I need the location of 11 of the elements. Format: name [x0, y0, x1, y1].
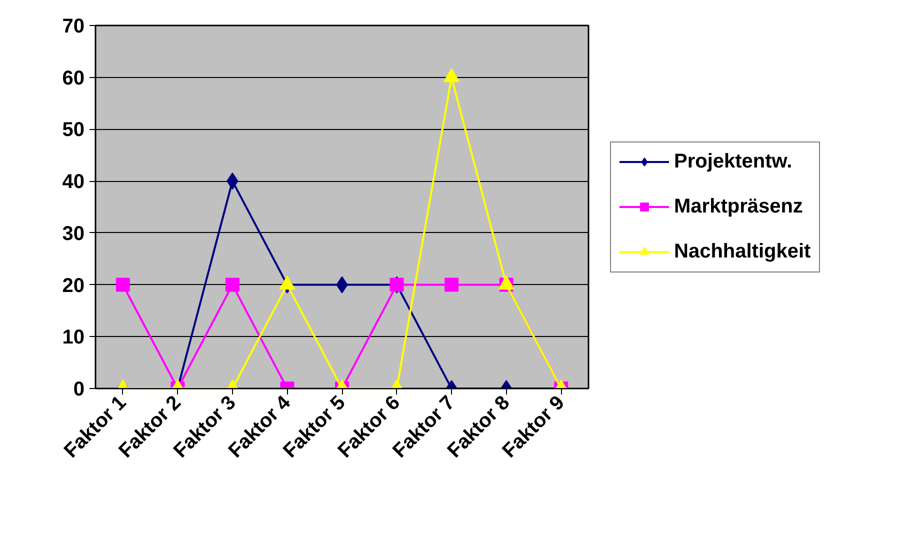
legend-label: Projektentw.: [674, 150, 792, 173]
y-tick-label: 10: [62, 326, 85, 349]
y-tick-label: 20: [62, 274, 85, 297]
y-tick-label: 60: [62, 67, 85, 90]
y-tick-label: 40: [62, 171, 85, 194]
legend-label: Nachhaltigkeit: [674, 240, 811, 263]
y-tick-label: 0: [73, 378, 84, 400]
y-tick-label: 70: [62, 16, 85, 38]
y-tick-label: 50: [62, 119, 85, 142]
legend-label: Marktpräsenz: [674, 195, 803, 218]
y-tick-label: 30: [62, 222, 85, 245]
